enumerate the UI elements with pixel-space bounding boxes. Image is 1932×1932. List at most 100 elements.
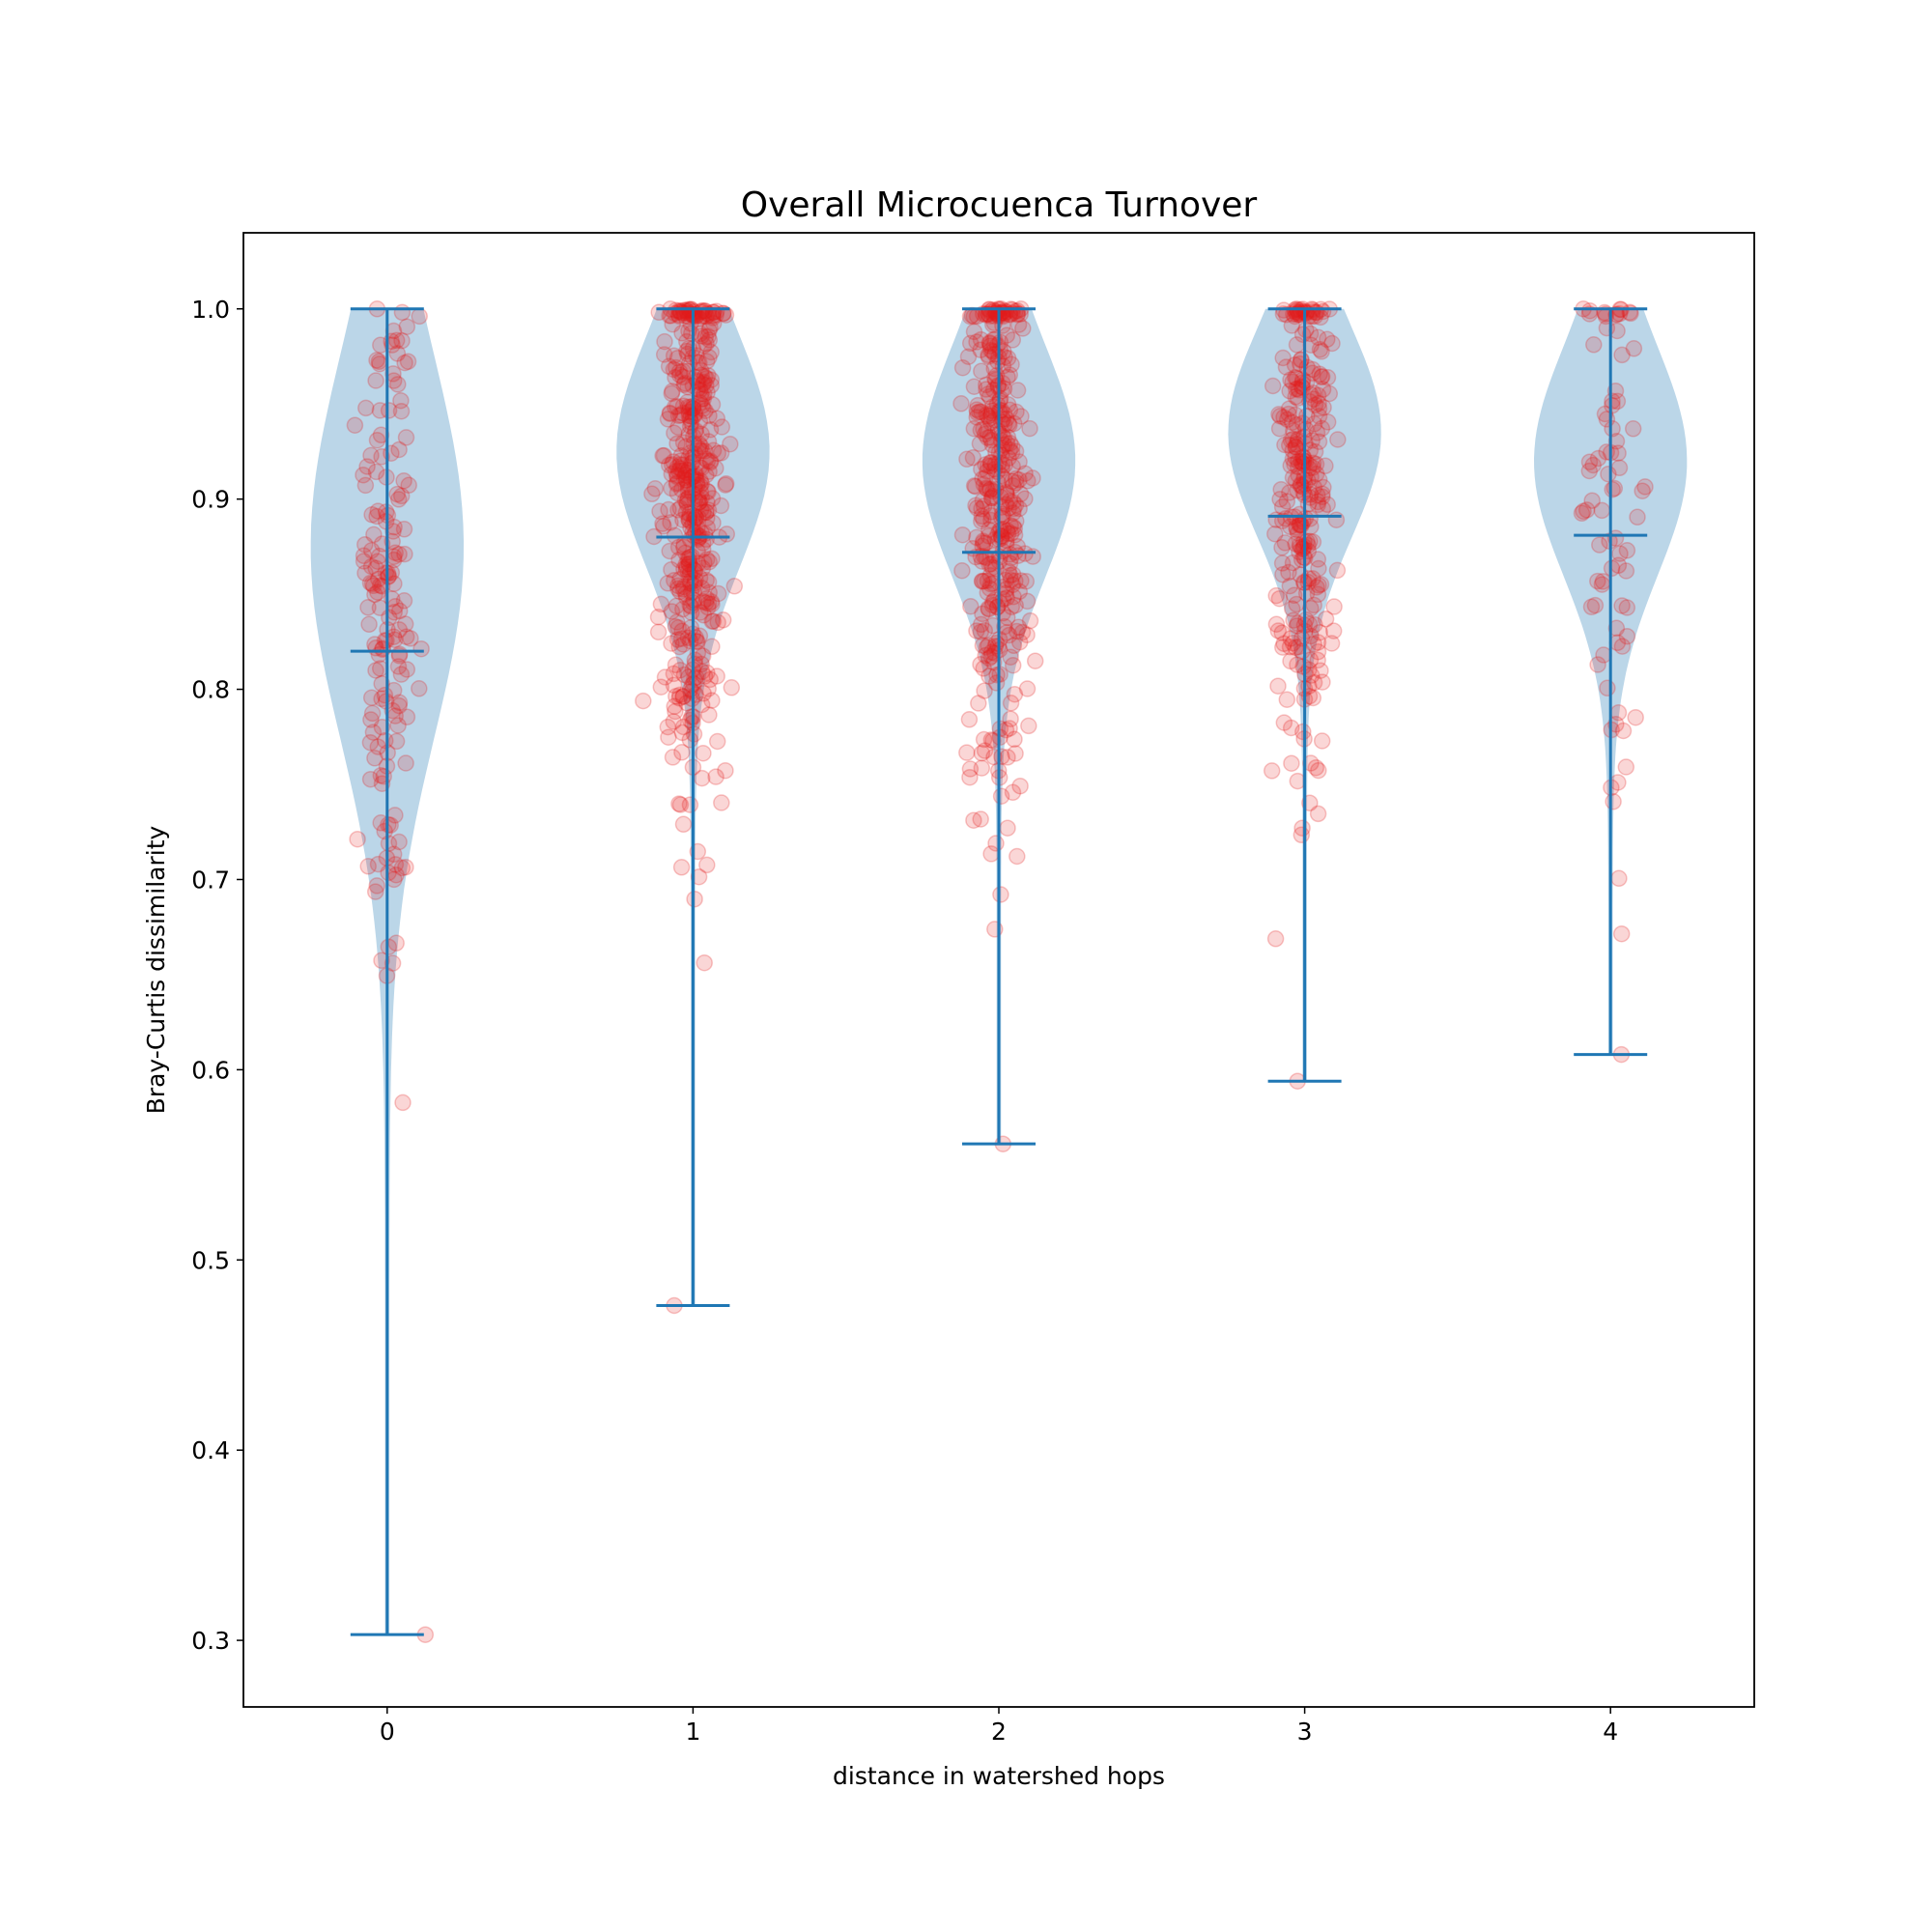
data-point xyxy=(974,605,991,623)
data-point xyxy=(1001,366,1019,384)
data-point xyxy=(1004,783,1022,802)
data-point xyxy=(1618,627,1636,645)
data-point xyxy=(662,514,679,531)
data-point xyxy=(1274,349,1292,367)
data-point xyxy=(988,666,1006,684)
data-point xyxy=(649,608,668,626)
data-point xyxy=(1301,325,1320,343)
data-point xyxy=(699,327,717,346)
data-point xyxy=(1313,368,1331,385)
data-point xyxy=(1009,618,1028,637)
data-point xyxy=(1302,599,1320,617)
data-point xyxy=(686,306,703,324)
data-point xyxy=(1286,455,1303,473)
data-point xyxy=(1604,396,1621,414)
data-point xyxy=(674,718,693,736)
data-point xyxy=(1021,419,1038,438)
data-point xyxy=(1004,656,1022,674)
data-point xyxy=(1327,511,1346,528)
data-point xyxy=(660,728,677,746)
data-point xyxy=(996,456,1013,474)
data-point xyxy=(980,385,997,403)
data-point xyxy=(1019,472,1037,490)
data-point xyxy=(380,567,398,585)
y-tick-label: 0.5 xyxy=(191,1246,230,1274)
data-point xyxy=(1002,710,1019,727)
data-point xyxy=(362,446,380,465)
data-point xyxy=(393,859,412,877)
data-point xyxy=(686,655,704,673)
data-point xyxy=(390,602,409,620)
data-point xyxy=(702,343,720,361)
data-point xyxy=(1298,532,1316,551)
y-tick-label: 0.4 xyxy=(191,1436,230,1464)
data-point xyxy=(707,768,724,785)
data-point xyxy=(980,649,998,668)
data-point xyxy=(1310,470,1328,489)
data-point xyxy=(398,708,416,725)
data-point xyxy=(697,334,715,353)
data-point xyxy=(671,686,689,704)
data-point xyxy=(1302,518,1320,535)
data-point xyxy=(1301,489,1319,506)
data-point xyxy=(1305,478,1323,497)
data-point xyxy=(1293,371,1312,388)
data-point xyxy=(698,482,716,500)
data-point xyxy=(698,856,716,874)
data-point xyxy=(704,514,722,531)
data-point xyxy=(974,637,992,654)
data-point xyxy=(682,408,699,425)
data-point xyxy=(1293,326,1312,343)
data-point xyxy=(696,594,715,611)
data-point xyxy=(953,526,972,544)
data-point xyxy=(668,631,687,648)
x-axis: 0 1 2 3 4 xyxy=(380,1707,1618,1746)
data-point xyxy=(1607,716,1625,733)
data-point xyxy=(968,401,985,418)
data-point xyxy=(1271,408,1289,425)
data-point xyxy=(388,345,407,362)
data-point xyxy=(968,499,986,517)
data-point xyxy=(1282,371,1299,388)
data-point xyxy=(671,456,689,473)
data-point xyxy=(984,593,1002,611)
data-point xyxy=(974,537,991,555)
data-point xyxy=(670,690,689,707)
data-point xyxy=(1583,492,1601,509)
data-point xyxy=(671,302,690,320)
data-point xyxy=(1273,554,1292,572)
data-point xyxy=(1006,414,1023,433)
data-point xyxy=(1004,458,1021,475)
data-point xyxy=(1301,651,1320,668)
data-point xyxy=(701,670,719,689)
data-point xyxy=(1002,571,1020,589)
data-point xyxy=(674,511,692,528)
data-point xyxy=(1006,520,1024,537)
data-point xyxy=(1595,646,1612,664)
data-point xyxy=(1005,493,1022,511)
data-point xyxy=(1625,340,1643,357)
data-point xyxy=(1293,447,1312,466)
data-point xyxy=(1264,377,1282,395)
data-point xyxy=(395,471,412,490)
data-point xyxy=(1322,635,1341,652)
data-point xyxy=(999,395,1017,413)
data-point xyxy=(655,517,672,535)
data-point xyxy=(390,694,409,712)
data-point xyxy=(976,621,994,639)
data-point xyxy=(696,368,714,385)
data-point xyxy=(1290,638,1308,656)
data-point xyxy=(1586,596,1605,614)
data-point xyxy=(682,583,700,601)
data-point xyxy=(970,695,987,712)
data-point xyxy=(958,744,976,761)
data-point xyxy=(1284,441,1301,459)
data-point xyxy=(1589,572,1606,590)
data-point xyxy=(674,687,693,705)
data-point xyxy=(392,391,410,410)
data-point xyxy=(670,551,688,569)
data-point xyxy=(1276,534,1294,552)
data-point xyxy=(679,345,696,363)
data-point xyxy=(1001,566,1019,584)
data-point xyxy=(1002,695,1020,712)
